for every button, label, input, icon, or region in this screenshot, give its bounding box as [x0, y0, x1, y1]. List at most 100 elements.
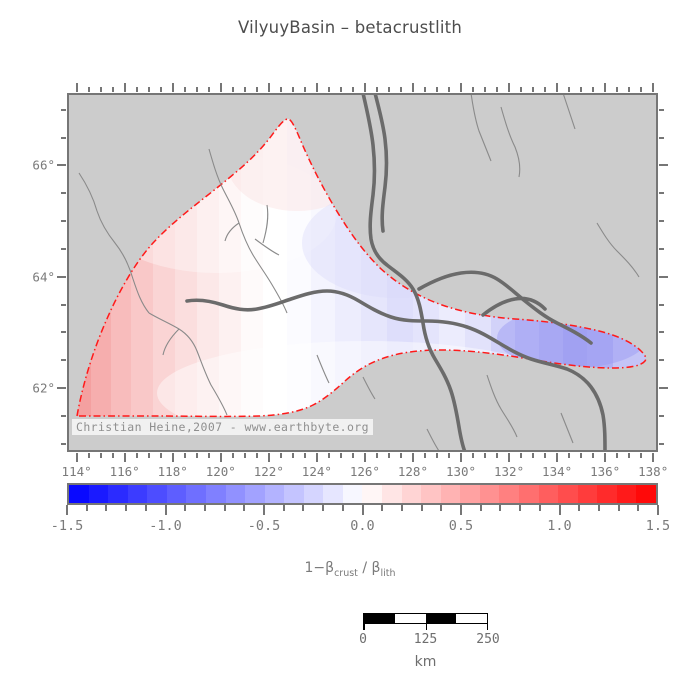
x-tick-minor: [183, 453, 186, 458]
y-tick-major: [659, 386, 668, 389]
y-tick-minor: [61, 247, 66, 250]
x-tick-minor: [544, 453, 547, 458]
colorbar-band: [558, 485, 578, 503]
y-axis-label: 66°: [32, 157, 55, 173]
colorbar-band: [205, 485, 226, 503]
x-tick-minor: [484, 453, 487, 458]
x-tick-minor: [375, 87, 378, 92]
colorbar-band: [69, 485, 89, 503]
x-tick-minor: [291, 453, 294, 458]
colorbar-tick-minor: [519, 505, 522, 511]
basin-outline: [76, 118, 647, 418]
colorbar-tick-major: [460, 505, 462, 515]
x-tick-minor: [99, 453, 102, 458]
colorbar[interactable]: [67, 483, 658, 505]
scale-bar-segment: [364, 614, 395, 623]
y-tick-major: [57, 275, 66, 278]
x-tick-minor: [327, 453, 330, 458]
river-network-thin: [78, 93, 640, 452]
colorbar-band: [225, 485, 246, 503]
colorbar-tick-minor: [538, 505, 541, 511]
colorbar-band: [440, 485, 461, 503]
x-tick-minor: [195, 453, 198, 458]
x-axis-label: 138°: [638, 464, 669, 479]
x-tick-minor: [111, 87, 114, 92]
x-tick-minor: [435, 453, 438, 458]
colorbar-tick-major: [66, 505, 68, 515]
colorbar-tick-label: -1.0: [149, 518, 182, 534]
colorbar-band: [147, 485, 167, 503]
colorbar-band: [108, 485, 128, 503]
x-tick-minor: [568, 87, 571, 92]
x-tick-minor: [592, 87, 595, 92]
x-tick-major: [556, 83, 559, 92]
x-tick-minor: [447, 453, 450, 458]
river-network-main: [185, 93, 607, 452]
colorbar-band: [88, 485, 109, 503]
x-tick-major: [267, 83, 270, 92]
x-tick-minor: [351, 87, 354, 92]
colorbar-band: [538, 485, 559, 503]
x-tick-minor: [568, 453, 571, 458]
x-tick-minor: [399, 87, 402, 92]
colorbar-tick-minor: [479, 505, 482, 511]
colorbar-band: [518, 485, 539, 503]
x-tick-major: [652, 453, 655, 462]
colorbar-band: [245, 485, 265, 503]
colorbar-tick-label: 0.5: [448, 518, 474, 534]
x-tick-minor: [327, 87, 330, 92]
colorbar-tick-minor: [144, 505, 147, 511]
colorbar-band: [127, 485, 148, 503]
x-axis-label: 136°: [590, 464, 621, 479]
colorbar-band: [342, 485, 363, 503]
colorbar-tick-label: -1.5: [50, 518, 84, 534]
x-tick-minor: [616, 87, 619, 92]
colorbar-band: [166, 485, 187, 503]
colorbar-tick-major: [558, 505, 561, 515]
y-tick-major: [659, 164, 668, 167]
x-tick-minor: [423, 87, 426, 92]
x-axis-label: 128°: [397, 464, 428, 479]
x-tick-major: [604, 453, 607, 462]
x-tick-minor: [544, 87, 547, 92]
y-tick-minor: [659, 359, 664, 362]
x-tick-minor: [387, 87, 390, 92]
x-tick-minor: [616, 453, 619, 458]
x-tick-minor: [135, 87, 138, 92]
map-canvas[interactable]: [67, 93, 658, 452]
y-tick-minor: [659, 303, 664, 306]
scale-bar-label: 0: [359, 632, 367, 647]
x-tick-minor: [435, 87, 438, 92]
x-tick-minor: [303, 87, 306, 92]
x-tick-minor: [628, 87, 631, 92]
colorbar-tick-label: 1.5: [645, 518, 671, 534]
colorbar-tick-minor: [617, 505, 620, 511]
x-tick-major: [411, 453, 414, 462]
x-tick-minor: [99, 87, 102, 92]
colorbar-tick-minor: [125, 505, 128, 511]
scale-bar-label: 125: [413, 632, 438, 647]
x-tick-minor: [532, 453, 535, 458]
x-tick-major: [219, 83, 222, 92]
x-tick-major: [363, 453, 366, 462]
x-axis-label: 120°: [205, 464, 236, 479]
y-tick-minor: [61, 220, 66, 222]
scale-bar-tick: [363, 624, 365, 630]
colorbar-tick-minor: [341, 505, 344, 511]
x-tick-minor: [447, 87, 450, 92]
x-tick-minor: [592, 453, 595, 458]
colorbar-tick-major: [263, 505, 265, 515]
colorbar-band: [479, 485, 500, 503]
colorbar-band: [460, 485, 480, 503]
colorbar-tick-minor: [578, 505, 581, 511]
scale-bar-tick: [425, 624, 427, 630]
colorbar-tick-minor: [420, 505, 423, 511]
x-tick-minor: [339, 453, 342, 458]
scale-bar-segment: [456, 614, 487, 623]
x-tick-minor: [496, 453, 499, 458]
y-tick-major: [57, 164, 66, 167]
colorbar-band: [303, 485, 324, 503]
x-tick-minor: [520, 87, 523, 92]
x-tick-major: [219, 453, 222, 462]
y-tick-major: [57, 386, 66, 389]
